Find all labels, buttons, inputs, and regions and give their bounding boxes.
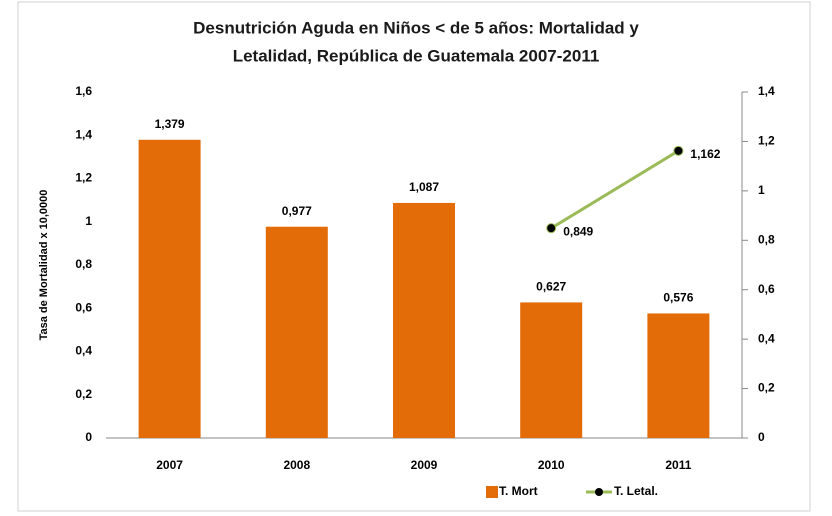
y-tick-label: 1,2 xyxy=(75,171,92,185)
y-tick-label: 0 xyxy=(85,430,92,444)
x-tick-label: 2009 xyxy=(411,458,438,472)
bar-value-label: 0,977 xyxy=(282,204,312,218)
y-tick-label: 0,2 xyxy=(75,387,92,401)
chart-title-line-1: Desnutrición Aguda en Niños < de 5 años:… xyxy=(193,18,639,37)
bar xyxy=(265,226,328,438)
y2-tick-label: 0 xyxy=(758,430,765,444)
legend-swatch xyxy=(486,486,498,498)
bar-value-label: 1,087 xyxy=(409,180,439,194)
y-tick-label: 1,6 xyxy=(75,84,92,98)
y2-tick-label: 0,2 xyxy=(758,381,775,395)
y-tick-label: 1 xyxy=(85,214,92,228)
bar-value-label: 0,576 xyxy=(663,291,693,305)
y-tick-label: 0,4 xyxy=(75,344,92,358)
bar xyxy=(393,202,455,438)
legend-label: T. Mort xyxy=(499,484,538,498)
y2-tick-label: 0,8 xyxy=(758,232,775,246)
bar-value-label: 0,627 xyxy=(536,280,566,294)
bar xyxy=(520,302,583,438)
x-tick-label: 2007 xyxy=(156,458,183,472)
bar xyxy=(138,139,201,438)
line-value-label: 1,162 xyxy=(690,147,720,161)
chart-title-line-2: Letalidad, República de Guatemala 2007-2… xyxy=(233,46,600,65)
line-marker xyxy=(673,145,684,156)
x-tick-label: 2008 xyxy=(283,458,310,472)
line-value-label: 0,849 xyxy=(563,224,593,238)
y-tick-label: 1,4 xyxy=(75,127,92,141)
y2-tick-label: 1,2 xyxy=(758,134,775,148)
line-marker xyxy=(546,223,557,234)
line xyxy=(550,149,680,230)
legend-marker xyxy=(595,488,603,496)
x-tick-label: 2011 xyxy=(665,458,691,472)
y-axis-label: Tasa de Mortalidad x 10,0000 xyxy=(38,190,50,341)
y2-tick-label: 0,6 xyxy=(758,282,775,296)
legend-label: T. Letal. xyxy=(614,484,658,498)
y-tick-label: 0,6 xyxy=(75,300,92,314)
y2-tick-label: 0,4 xyxy=(758,331,775,345)
bar xyxy=(647,313,710,438)
y-tick-label: 0,8 xyxy=(75,257,92,271)
bar-value-label: 1,379 xyxy=(155,117,185,131)
y2-tick-label: 1,4 xyxy=(758,84,775,98)
x-tick-label: 2010 xyxy=(538,458,565,472)
y2-tick-label: 1 xyxy=(758,183,765,197)
